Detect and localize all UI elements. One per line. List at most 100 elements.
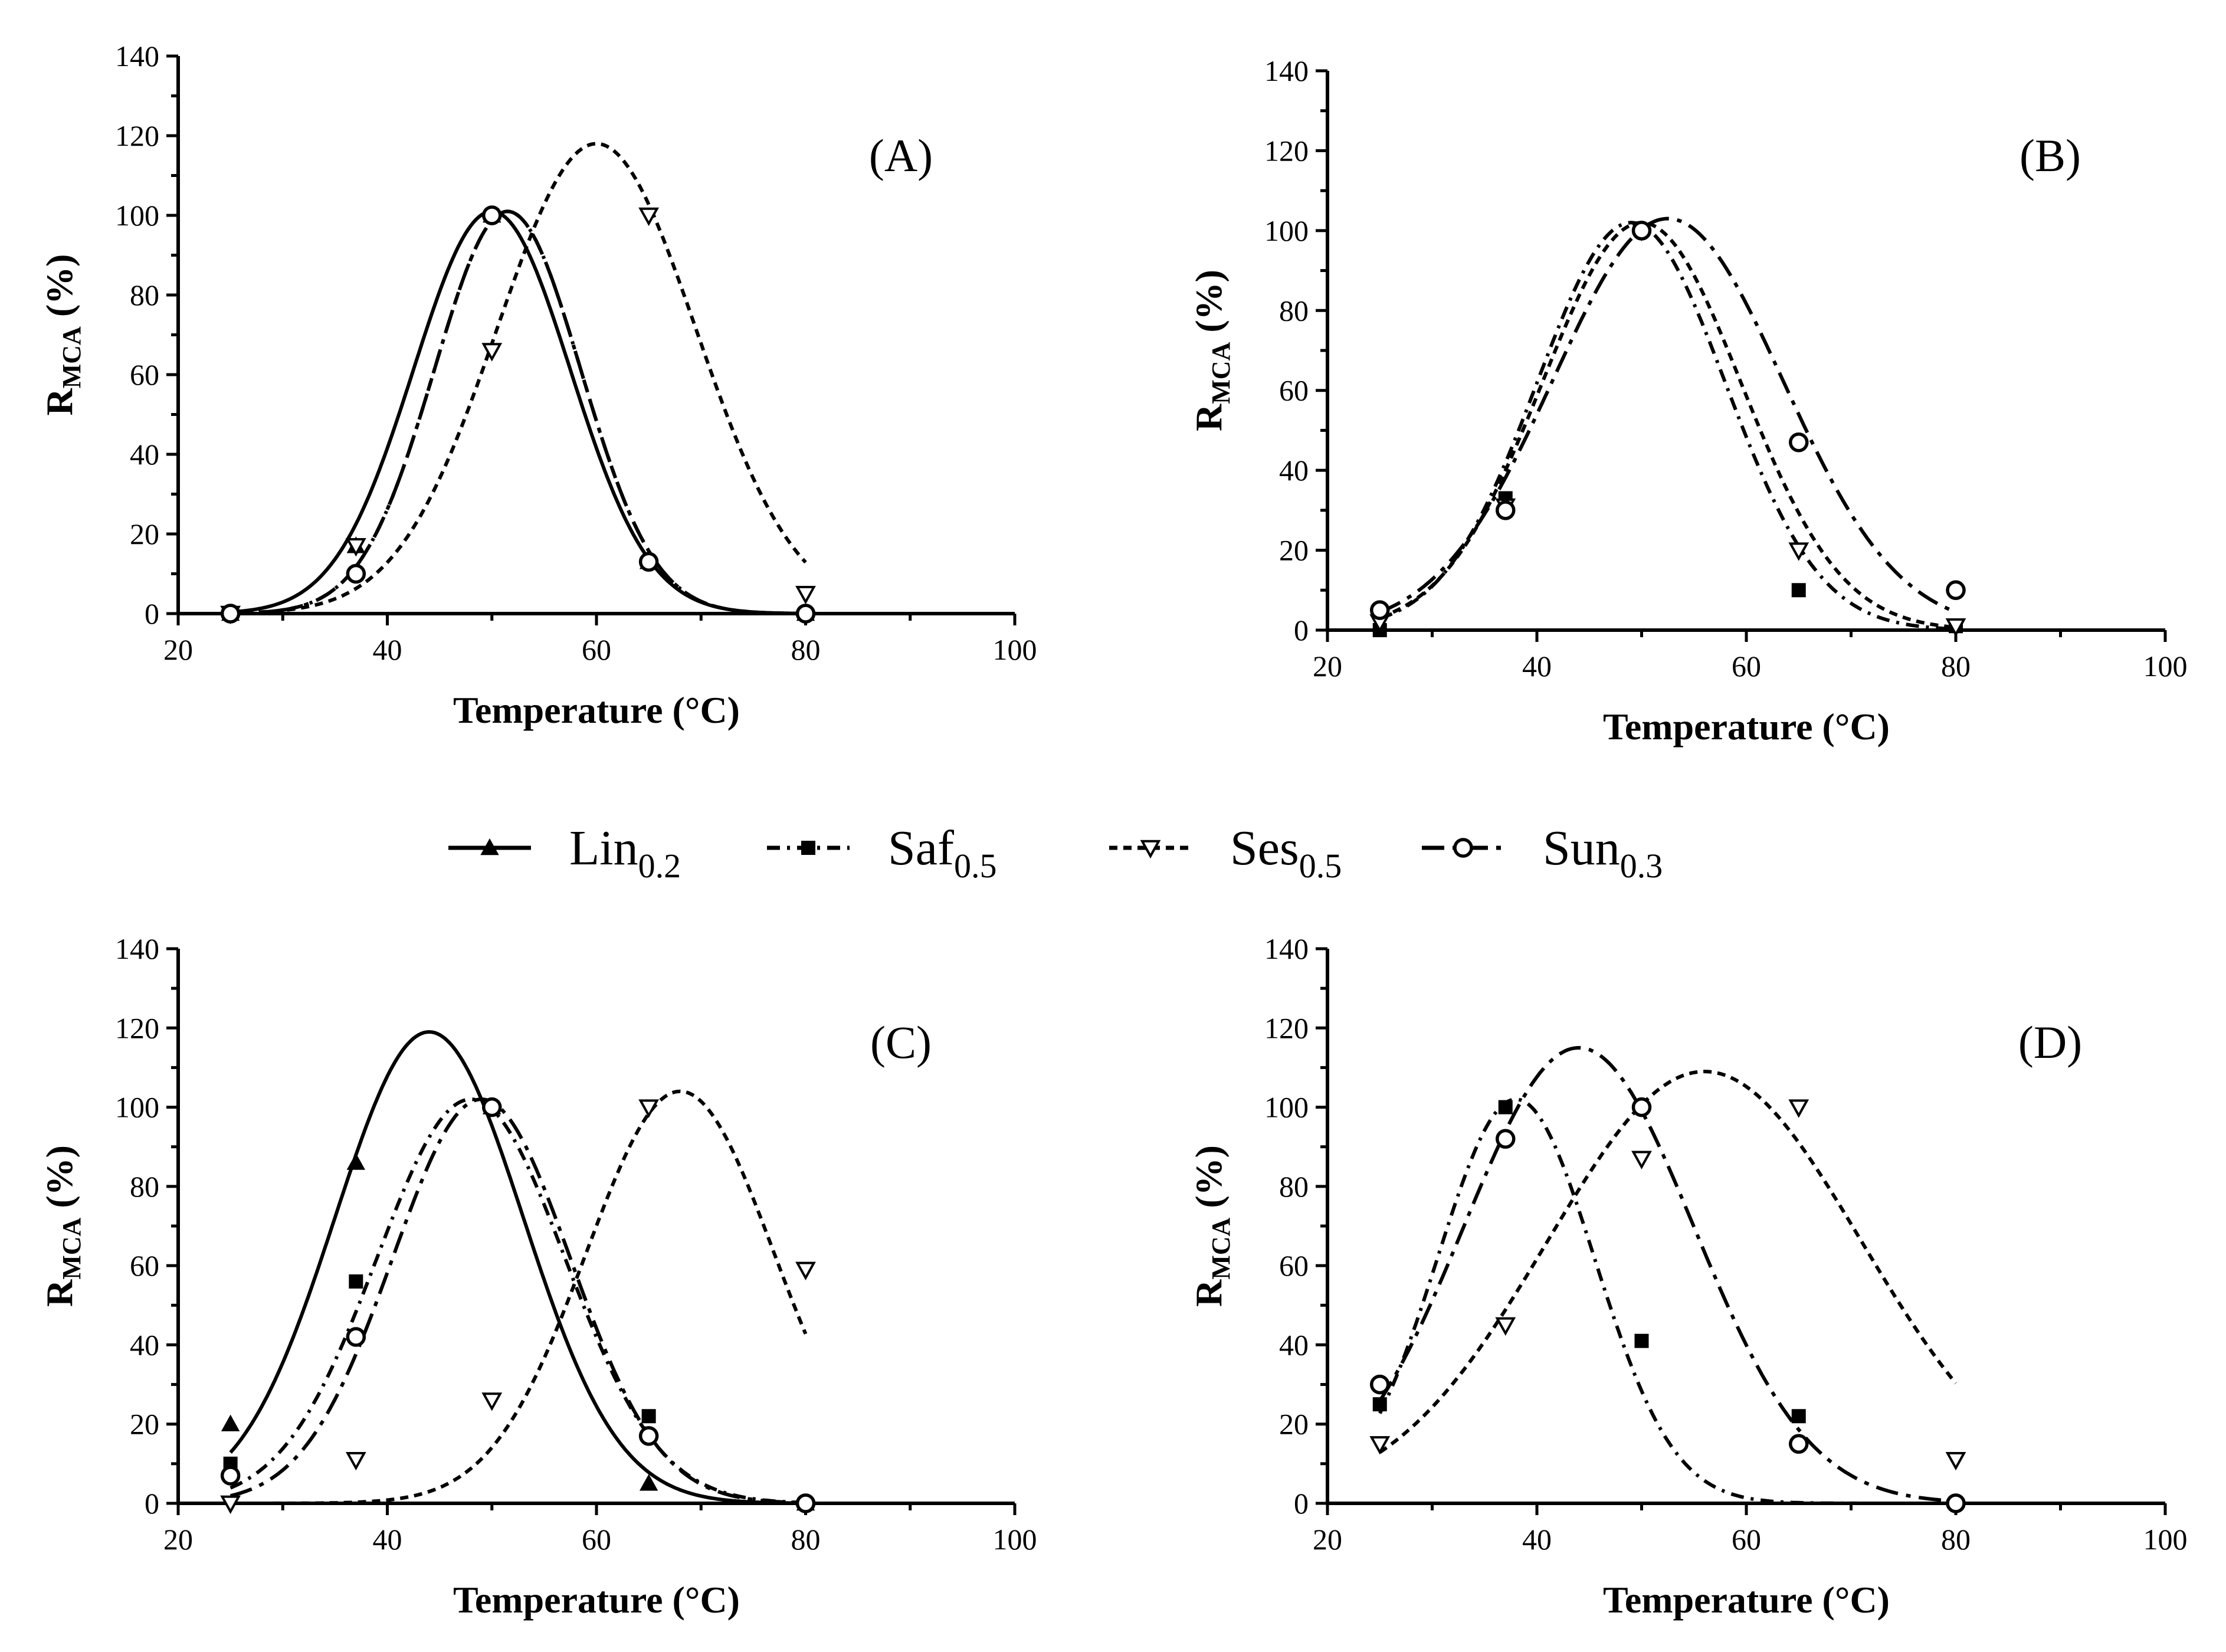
y-tick-label: 0 [145,597,159,630]
fit-curve-saf [1378,1097,1956,1503]
fit-curve-sun [230,209,806,614]
data-point-sun [638,1426,659,1446]
panel-label: (B) [2020,130,2081,181]
fit-curve-sun [230,1097,806,1503]
fit-curves [1379,217,1957,630]
data-point-ses [638,1099,660,1118]
data-point-sun [1789,1434,1809,1454]
y-tick-label: 140 [1264,932,1309,965]
y-axis-title: RMCA (%) [38,254,86,416]
data-point-saf [1791,1409,1806,1424]
y-tick-label: 80 [130,278,159,312]
x-tick-label: 100 [993,633,1037,666]
data-point-saf [1372,1397,1387,1412]
x-tick-label: 100 [2143,1523,2188,1556]
data-point-saf [1634,1333,1649,1348]
data-point-sun [346,563,366,584]
data-point-ses [1945,1451,1966,1471]
data-point-ses [1631,1150,1652,1169]
x-tick-label: 20 [163,1523,193,1556]
data-point-saf [1498,1100,1513,1115]
data-point-ses [795,1261,816,1280]
data-point-saf [1791,583,1806,598]
fit-curve-lin [230,209,806,614]
x-axis-title: Temperature (°C) [453,689,740,731]
legend-marker-lin [480,838,499,856]
y-tick-label: 60 [130,1249,159,1282]
legend-label-ses: Ses0.5 [1230,821,1342,885]
y-tick-label: 140 [1264,54,1309,87]
data-point-sun [1370,1374,1390,1395]
data-point-sun [482,1097,502,1117]
data-point-sun [1946,1493,1966,1513]
data-point-sun [220,604,241,624]
y-tick-label: 0 [1294,1487,1309,1520]
x-tick-label: 60 [582,1523,611,1556]
y-tick-label: 0 [1294,614,1309,647]
y-tick-label: 80 [1279,1170,1309,1203]
data-point-ses [345,1451,366,1471]
x-axis-title: Temperature (°C) [453,1579,740,1621]
y-tick-label: 80 [130,1170,159,1203]
fit-curve-ses [1379,1070,1958,1454]
legend-item-lin: Lin0.2 [448,821,681,885]
x-tick-label: 60 [1732,650,1761,683]
data-points [220,1097,816,1515]
data-point-sun [1631,221,1652,241]
legend-item-saf: Saf0.5 [767,821,996,885]
legend: Lin0.2 Saf0.5 Ses0.5 Sun0.3 [448,821,1663,885]
y-tick-label: 40 [1279,1328,1309,1361]
y-tick-label: 40 [130,1328,159,1361]
data-points [1369,1097,1966,1513]
data-point-ses [1945,618,1966,637]
data-point-lin [639,1474,658,1491]
data-point-ses [1788,542,1809,561]
panel-label: (D) [2018,1017,2082,1068]
panel-label: (A) [869,130,933,181]
y-axis-title: RMCA (%) [1188,270,1235,431]
legend-item-ses: Ses0.5 [1109,821,1342,885]
fit-curve-sun [1378,1045,1956,1503]
data-point-ses [481,1392,503,1411]
panel-label: (C) [870,1017,932,1068]
x-axis-title: Temperature (°C) [1603,1579,1890,1621]
data-point-ses [220,1495,241,1515]
data-point-ses [1495,1317,1516,1336]
fit-curve-ses [1379,221,1956,630]
y-tick-label: 20 [130,517,159,550]
fit-curves [229,1030,808,1503]
x-tick-label: 40 [373,633,402,666]
data-point-sun [1370,600,1390,620]
y-tick-label: 100 [115,199,159,232]
y-axis-title: RMCA (%) [1188,1145,1235,1307]
x-tick-label: 40 [1522,1523,1552,1556]
y-tick-label: 120 [1264,1011,1309,1044]
x-tick-label: 40 [1522,650,1552,683]
y-tick-label: 20 [130,1408,159,1441]
fit-curve-sun [1379,217,1957,614]
y-tick-label: 140 [115,932,159,965]
legend-marker-ses [1140,840,1161,859]
legend-item-sun: Sun0.3 [1422,821,1663,885]
legend-marker-saf [801,841,815,855]
x-tick-label: 40 [373,1523,402,1556]
data-point-ses [345,538,366,557]
data-point-ses [1369,1436,1391,1455]
x-tick-label: 100 [2143,650,2188,683]
y-tick-label: 140 [115,40,159,73]
x-tick-label: 80 [791,633,821,666]
data-point-sun [220,1466,241,1486]
y-tick-label: 20 [1279,534,1309,567]
y-tick-label: 120 [1264,134,1309,167]
data-point-sun [482,205,502,225]
data-point-sun [1946,580,1966,601]
x-tick-label: 20 [1313,1523,1342,1556]
data-point-sun [346,1327,366,1347]
legend-label-saf: Saf0.5 [888,821,996,885]
legend-marker-sun [1453,838,1473,858]
